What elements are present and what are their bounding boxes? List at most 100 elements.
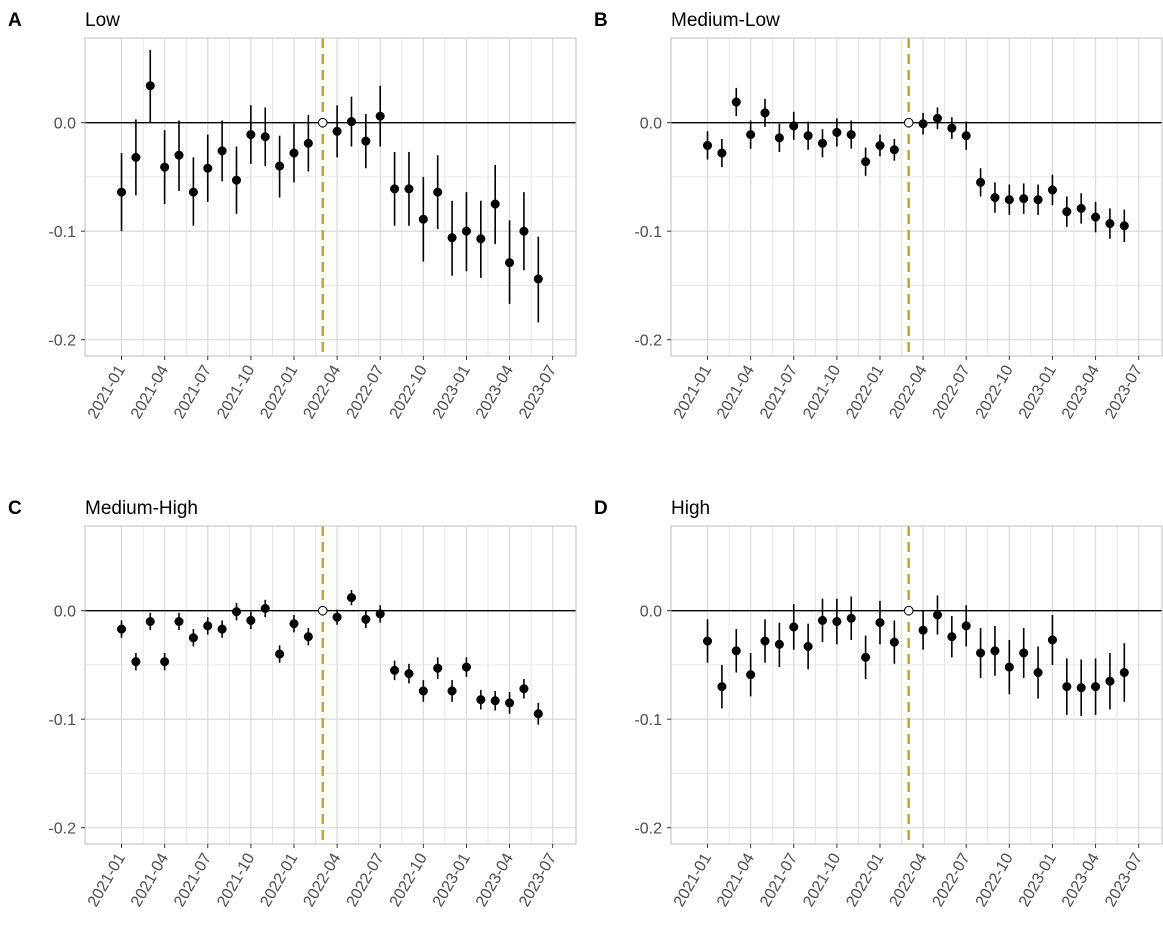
data-point: [1004, 195, 1014, 205]
data-point: [188, 633, 198, 643]
data-point: [461, 226, 471, 236]
data-point: [131, 152, 141, 162]
data-point: [918, 625, 928, 635]
data-point: [1019, 194, 1029, 204]
data-point: [404, 184, 414, 194]
data-point: [1119, 667, 1129, 678]
x-tick-label: 2022-04: [300, 362, 344, 421]
data-point: [231, 175, 242, 185]
data-point: [889, 637, 899, 647]
panel-title: High: [671, 498, 710, 519]
x-tick-label: 2023-07: [1102, 850, 1146, 909]
grid: [85, 526, 576, 844]
series: [116, 49, 543, 323]
data-point: [817, 138, 828, 148]
data-point: [390, 184, 400, 194]
data-point: [774, 133, 784, 143]
data-point: [433, 187, 443, 197]
data-point: [490, 696, 500, 706]
x-tick-label: 2023-07: [1102, 362, 1146, 421]
panel-title: Low: [85, 10, 120, 31]
y-tick-label: 0.0: [54, 604, 76, 621]
x-tick-label: 2022-01: [257, 362, 301, 421]
x-tick-label: 2022-07: [344, 850, 388, 909]
x-tick-label: 2022-10: [387, 850, 431, 909]
data-point: [702, 636, 713, 646]
x-tick-label: 2022-10: [387, 362, 431, 421]
series: [702, 87, 1129, 243]
data-point: [260, 603, 270, 614]
data-point: [332, 126, 342, 136]
x-tick-label: 2022-07: [930, 362, 974, 421]
data-point: [832, 127, 842, 137]
data-point: [116, 187, 127, 197]
plot-area: [671, 38, 1162, 356]
data-point: [447, 233, 457, 243]
data-point: [275, 161, 285, 171]
data-point: [346, 117, 357, 127]
data-point: [1019, 648, 1029, 658]
reference-point: [317, 117, 328, 128]
y-tick-label: 0.0: [640, 604, 662, 621]
data-point: [246, 130, 256, 140]
x-tick-label: 2021-10: [800, 362, 844, 421]
data-point: [961, 621, 971, 631]
data-point: [361, 136, 371, 146]
data-point: [947, 632, 957, 642]
y-tick-label: -0.1: [48, 712, 76, 729]
data-point: [1091, 212, 1101, 222]
x-tick-label: 2021-01: [671, 850, 715, 909]
panel-border: [670, 37, 1163, 357]
x-tick-label: 2023-01: [1016, 850, 1060, 909]
data-point: [461, 662, 471, 672]
data-point: [789, 121, 799, 131]
y-tick-label: -0.2: [634, 333, 662, 350]
data-point: [246, 615, 256, 625]
data-point: [433, 663, 443, 673]
data-point: [1105, 676, 1115, 686]
data-point: [1047, 185, 1057, 195]
data-point: [990, 646, 1000, 656]
data-point: [217, 624, 227, 634]
x-tick-label: 2022-01: [257, 850, 301, 909]
y-tick-label: -0.1: [634, 712, 662, 729]
data-point: [990, 192, 1000, 203]
x-tick-label: 2021-10: [214, 850, 258, 909]
data-point: [505, 698, 515, 708]
x-tick-label: 2023-04: [1059, 362, 1103, 421]
data-point: [1033, 195, 1043, 205]
x-tick-label: 2021-01: [85, 362, 129, 421]
y-tick-label: -0.1: [634, 224, 662, 241]
data-point: [875, 618, 885, 628]
data-point: [976, 648, 986, 658]
data-point: [976, 177, 986, 187]
data-point: [289, 148, 299, 158]
x-tick-label: 2022-10: [973, 362, 1017, 421]
data-point: [160, 162, 170, 172]
x-tick-label: 2021-04: [128, 362, 172, 421]
y-tick-label: 0.0: [54, 116, 76, 133]
data-point: [702, 140, 713, 150]
panel-title: Medium-Low: [671, 10, 780, 31]
x-tick-label: 2021-07: [757, 362, 801, 421]
panel-title: Medium-High: [85, 498, 198, 519]
x-tick-label: 2022-07: [930, 850, 974, 909]
x-tick-label: 2021-10: [800, 850, 844, 909]
data-point: [174, 150, 184, 160]
series: [702, 595, 1129, 716]
x-tick-label: 2021-01: [671, 362, 715, 421]
data-point: [1091, 682, 1101, 692]
series: [116, 590, 543, 725]
panel-border: [84, 37, 577, 357]
data-point: [1105, 219, 1115, 229]
x-tick-label: 2023-07: [516, 362, 560, 421]
data-point: [947, 123, 957, 133]
plot-area: [671, 526, 1162, 844]
data-point: [361, 614, 371, 624]
data-point: [505, 258, 515, 268]
panel-border: [670, 525, 1163, 845]
